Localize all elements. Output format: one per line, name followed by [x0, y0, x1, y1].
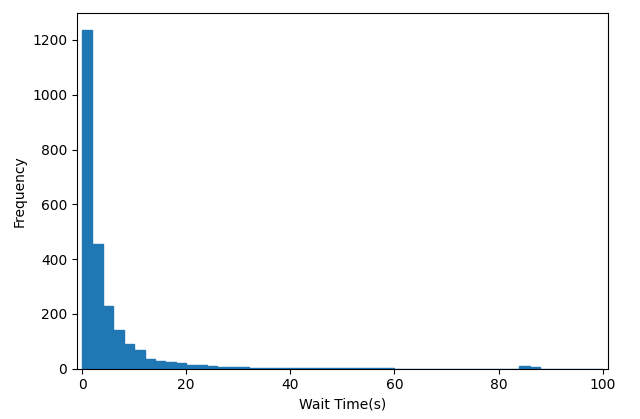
Y-axis label: Frequency: Frequency	[12, 155, 26, 227]
Bar	[530, 367, 540, 369]
Bar	[280, 368, 291, 369]
Bar	[124, 344, 134, 369]
Bar	[186, 365, 196, 369]
Bar	[259, 368, 269, 369]
Bar	[113, 330, 124, 369]
Bar	[82, 31, 92, 369]
Bar	[207, 366, 218, 369]
Bar	[249, 367, 259, 369]
Bar	[520, 366, 530, 369]
Bar	[176, 363, 186, 369]
Bar	[269, 368, 280, 369]
Bar	[134, 349, 145, 369]
Bar	[218, 367, 228, 369]
Bar	[145, 359, 155, 369]
Bar	[165, 362, 176, 369]
Bar	[92, 244, 103, 369]
Bar	[238, 367, 249, 369]
Bar	[228, 367, 238, 369]
Bar	[196, 365, 207, 369]
Bar	[103, 306, 113, 369]
Bar	[155, 360, 165, 369]
X-axis label: Wait Time(s): Wait Time(s)	[299, 398, 386, 412]
